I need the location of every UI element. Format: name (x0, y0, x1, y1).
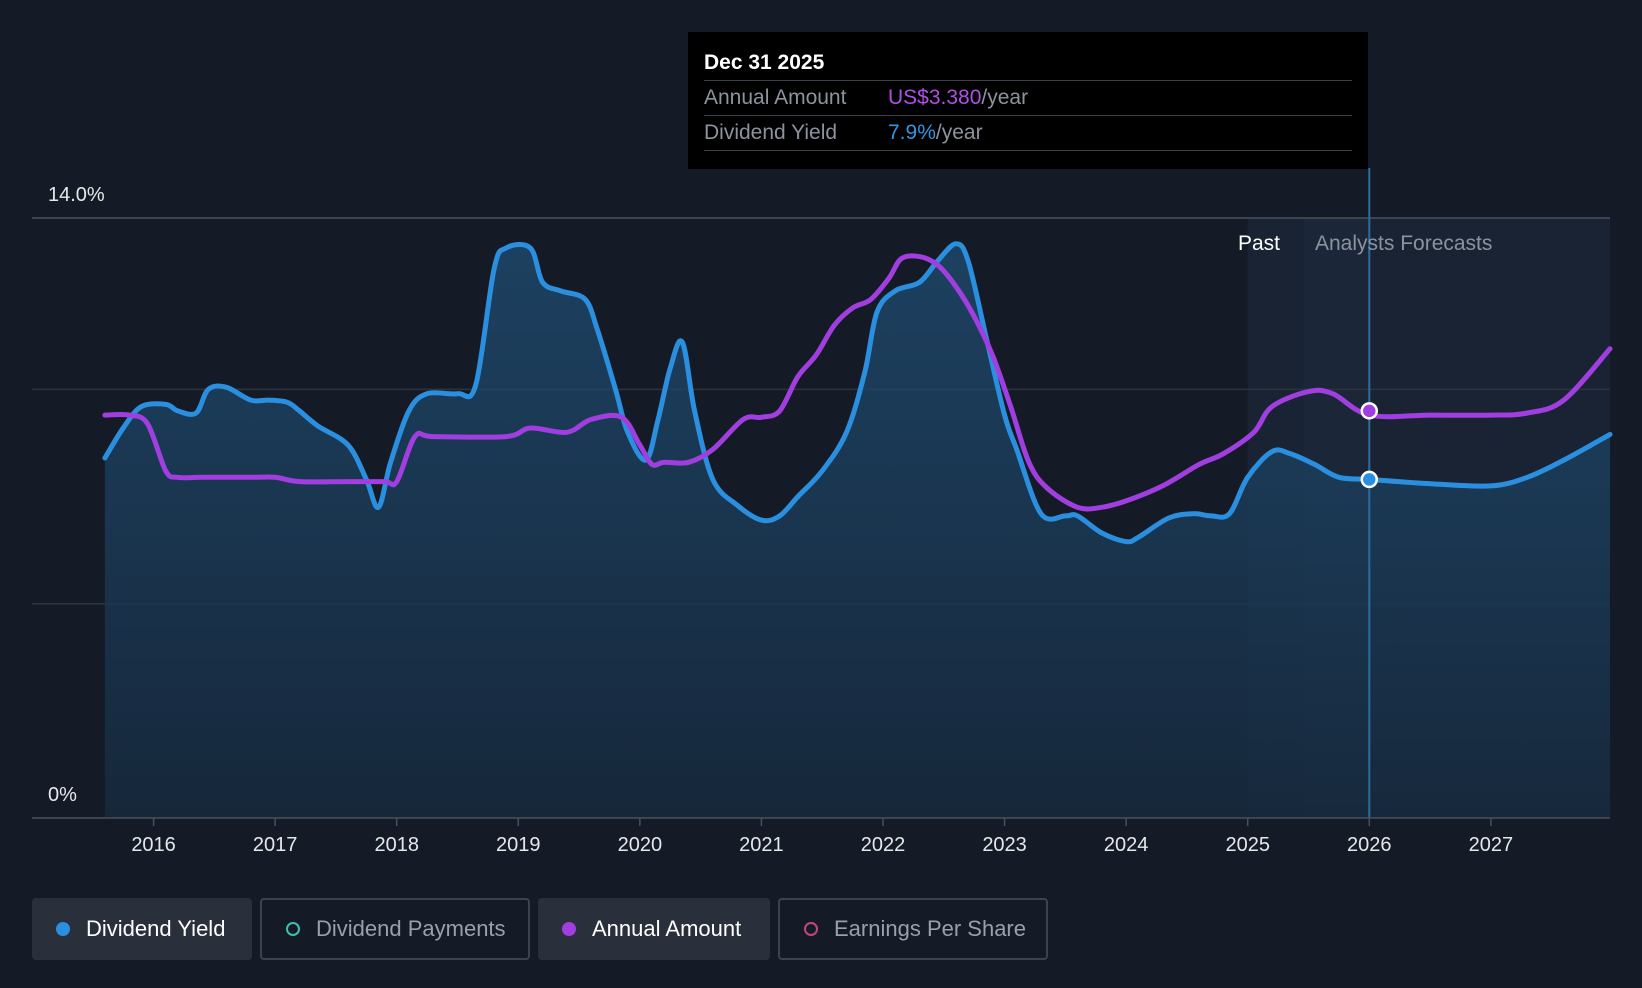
tooltip-yield-unit: /year (935, 121, 983, 144)
dividend-payments-ring-icon (286, 922, 300, 936)
x-tick-label: 2021 (739, 834, 784, 856)
x-tick-label: 2020 (618, 834, 663, 856)
tooltip-yield-label: Dividend Yield (704, 121, 838, 144)
legend-label: Dividend Payments (316, 916, 506, 941)
tooltip-annual-row: Annual Amount US$3.380/year (704, 81, 1352, 116)
x-tick-label: 2024 (1104, 834, 1149, 856)
legend-dividend-yield[interactable]: Dividend Yield (32, 898, 252, 960)
dividend-yield-area (104, 243, 1610, 818)
dividend-yield-line (102, 241, 1613, 545)
series-marker (1360, 402, 1379, 420)
legend-label: Earnings Per Share (834, 916, 1026, 941)
x-tick-label: 2016 (131, 834, 176, 856)
tooltip-annual-unit: /year (981, 86, 1029, 109)
tooltip: Dec 31 2025 Annual Amount US$3.380/year … (688, 32, 1368, 169)
y-axis-label-top: 14.0% (48, 184, 105, 206)
x-tick-label: 2019 (496, 834, 541, 856)
legend-annual-amount[interactable]: Annual Amount (538, 898, 770, 960)
tooltip-yield-value: 7.9% (888, 121, 936, 144)
legend-label: Dividend Yield (86, 916, 226, 941)
legend-earnings-per-share[interactable]: Earnings Per Share (778, 898, 1048, 960)
x-tick-label: 2023 (982, 834, 1027, 856)
x-tick-label: 2026 (1347, 834, 1392, 856)
x-tick-label: 2017 (253, 834, 298, 856)
x-tick-label: 2022 (861, 834, 906, 856)
tooltip-annual-value: US$3.380 (888, 86, 982, 109)
forecast-label: Analysts Forecasts (1315, 232, 1492, 255)
tooltip-annual-label: Annual Amount (704, 86, 847, 109)
x-tick-label: 2018 (374, 834, 419, 856)
tooltip-date: Dec 31 2025 (704, 48, 1352, 81)
y-axis-label-bottom: 0% (48, 784, 77, 806)
dividend-yield-dot-icon (56, 922, 70, 936)
annual-amount-dot-icon (562, 922, 576, 936)
series-marker (1360, 470, 1379, 489)
legend-label: Annual Amount (592, 916, 742, 941)
earnings-per-share-ring-icon (804, 922, 818, 936)
tooltip-yield-row: Dividend Yield 7.9%/year (704, 116, 1352, 151)
x-tick-label: 2027 (1469, 834, 1514, 856)
x-tick-label: 2025 (1225, 834, 1270, 856)
past-label: Past (1238, 232, 1280, 255)
annual-amount-line (102, 253, 1613, 512)
legend-dividend-payments[interactable]: Dividend Payments (260, 898, 530, 960)
